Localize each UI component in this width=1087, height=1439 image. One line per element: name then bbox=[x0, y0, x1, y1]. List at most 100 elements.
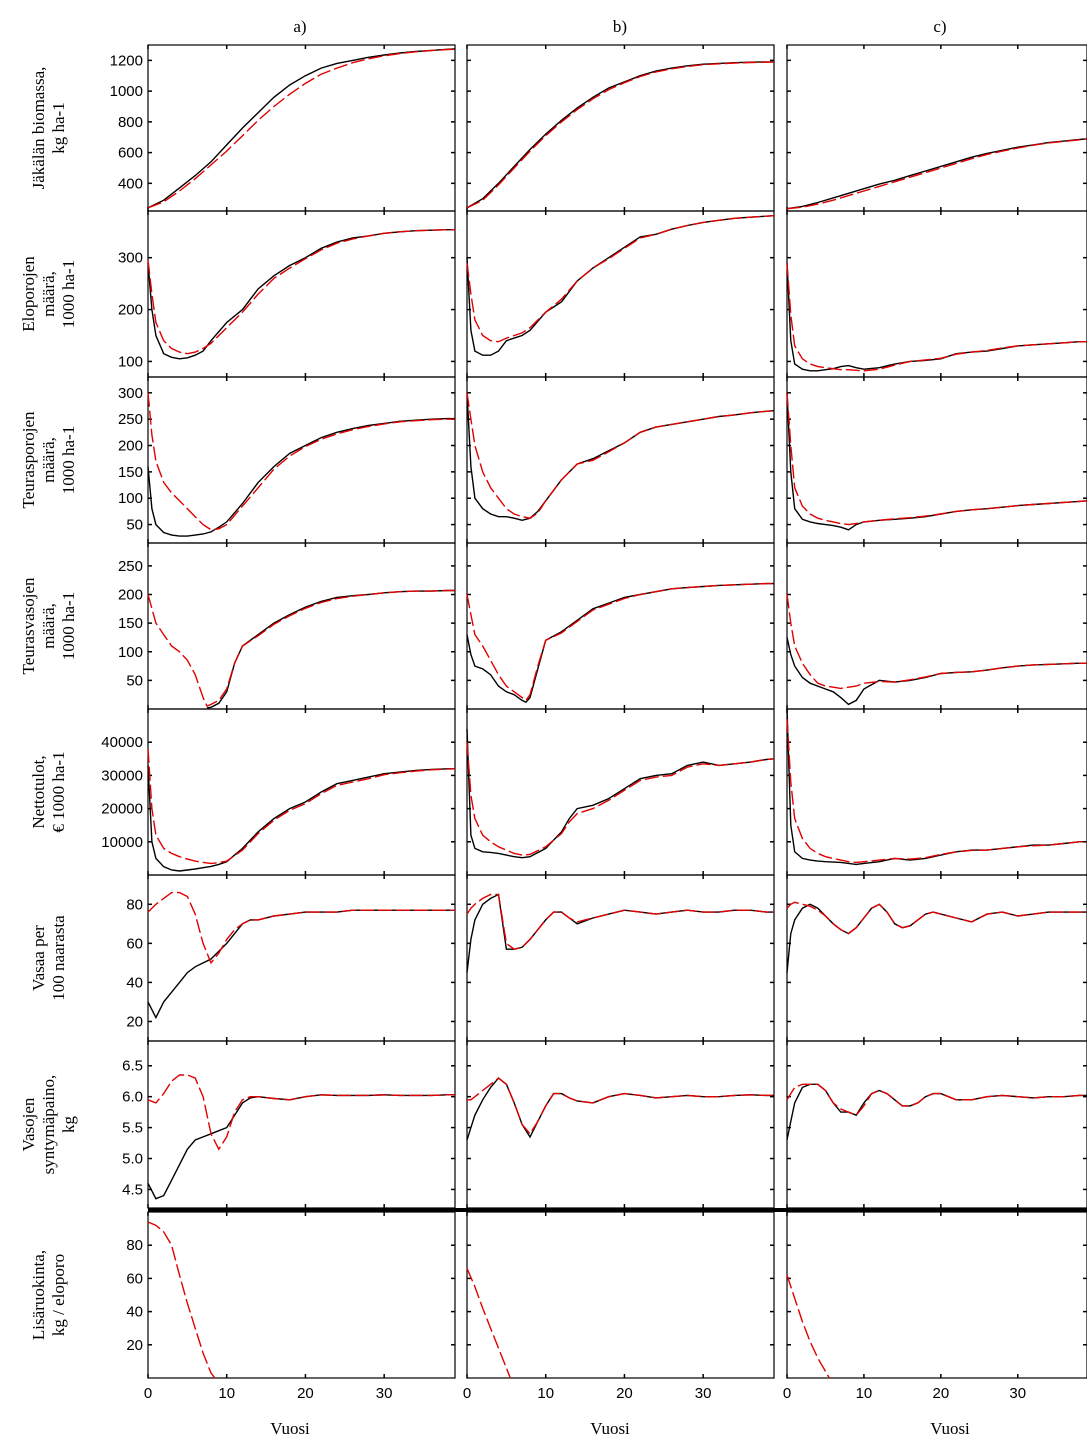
panel-frame-r1-c2 bbox=[786, 210, 1087, 378]
x-tick-label-c0-30: 30 bbox=[376, 1385, 393, 1402]
series-red-r1-c1 bbox=[466, 215, 775, 343]
series-black-r4-c2 bbox=[786, 708, 1087, 866]
row-5-ylabel-line-0: Vasaa per bbox=[29, 925, 48, 991]
panel-r3-c0: 50 100 150 200 250 bbox=[118, 542, 456, 710]
y-tick-label-r2-200: 200 bbox=[118, 438, 143, 455]
row-2-ylabel-line-2: 1000 ha-1 bbox=[59, 426, 78, 494]
y-tick-label-r7-60: 60 bbox=[126, 1270, 143, 1287]
panel-frame-r6-c2 bbox=[786, 1040, 1087, 1209]
row-separator-bar bbox=[148, 1208, 1087, 1212]
series-red-r6-c0 bbox=[147, 1074, 455, 1151]
row-6-ylabel-line-0: Vasojen bbox=[19, 1097, 38, 1151]
series-red-r2-c0 bbox=[147, 392, 455, 531]
y-tick-label-r3-150: 150 bbox=[118, 615, 143, 632]
series-red-r5-c2 bbox=[786, 901, 1087, 935]
panel-r2-c0: 50 100 150 200 250 300 bbox=[118, 376, 456, 544]
y-tick-label-r6-5: 5.0 bbox=[122, 1151, 143, 1168]
panel-r3-c1 bbox=[466, 542, 775, 710]
panel-r5-c1 bbox=[466, 874, 775, 1042]
y-tick-label-r7-20: 20 bbox=[126, 1337, 143, 1354]
series-black-r3-c0 bbox=[206, 589, 455, 709]
panel-frame-r6-c1 bbox=[466, 1040, 775, 1209]
y-tick-label-r5-60: 60 bbox=[126, 935, 143, 952]
series-red-r3-c0 bbox=[147, 589, 455, 708]
y-tick-label-r6-5.5: 5.5 bbox=[122, 1120, 143, 1137]
series-black-r2-c0 bbox=[147, 417, 455, 537]
panel-frame-r7-c2 bbox=[786, 1211, 1087, 1379]
series-black-r1-c0 bbox=[147, 229, 455, 360]
y-tick-label-r4-40000: 40000 bbox=[101, 734, 143, 751]
series-black-r0-c2 bbox=[786, 138, 1087, 210]
panel-r5-c0: 20 40 60 80 bbox=[126, 874, 456, 1042]
row-5-ylabel-line-1: 100 naarasta bbox=[49, 915, 68, 1001]
panel-r3-c2 bbox=[786, 542, 1087, 710]
panel-frame-r5-c2 bbox=[786, 874, 1087, 1042]
row-7-ylabel-line-0: Lisäruokinta, bbox=[29, 1250, 48, 1340]
x-axis-label-a: Vuosi bbox=[270, 1419, 310, 1438]
y-tick-label-r5-20: 20 bbox=[126, 1013, 143, 1030]
series-red-r5-c0 bbox=[147, 891, 455, 965]
panel-r5-c2 bbox=[786, 874, 1087, 1042]
panel-frame-r3-c0 bbox=[147, 542, 456, 710]
y-tick-label-r4-20000: 20000 bbox=[101, 801, 143, 818]
y-tick-label-r1-300: 300 bbox=[118, 250, 143, 267]
row-1-ylabel-line-1: määrä, bbox=[39, 271, 58, 317]
series-red-r6-c1 bbox=[467, 1077, 774, 1135]
row-3-ylabel-line-0: Teurasvasojen bbox=[19, 577, 38, 674]
panel-frame-r0-c0 bbox=[147, 44, 456, 212]
series-red-r1-c0 bbox=[147, 229, 455, 355]
y-tick-label-r2-250: 250 bbox=[118, 411, 143, 428]
x-tick-label-c1-20: 20 bbox=[616, 1385, 633, 1402]
y-tick-label-r0-1200: 1200 bbox=[110, 52, 143, 69]
panel-frame-r0-c1 bbox=[466, 44, 775, 212]
x-tick-label-c2-0: 0 bbox=[783, 1385, 791, 1402]
panel-r0-c0: 400 600 800 1000 1200 bbox=[110, 44, 456, 212]
row-0-ylabel-line-0: Jäkälän biomassa, bbox=[29, 67, 48, 190]
panel-frame-r4-c0 bbox=[147, 708, 456, 876]
series-black-r3-c1 bbox=[466, 582, 774, 703]
y-tick-label-r0-600: 600 bbox=[118, 145, 143, 162]
series-red-r7-c1 bbox=[466, 1268, 511, 1379]
panel-r7-c1: 0 10 20 30 bbox=[463, 1211, 775, 1402]
column-title-b: b) bbox=[613, 17, 627, 36]
panel-r1-c2 bbox=[786, 210, 1087, 378]
y-tick-label-r0-1000: 1000 bbox=[110, 83, 143, 100]
y-tick-label-r4-30000: 30000 bbox=[101, 767, 143, 784]
y-tick-label-r0-400: 400 bbox=[118, 175, 143, 192]
series-red-r0-c2 bbox=[786, 138, 1087, 210]
series-red-r0-c1 bbox=[466, 61, 775, 209]
panel-r4-c2 bbox=[786, 708, 1087, 876]
y-tick-label-r3-200: 200 bbox=[118, 587, 143, 604]
panel-frame-r7-c1 bbox=[466, 1211, 775, 1379]
row-4-ylabel-line-0: Nettotulot, bbox=[29, 755, 48, 828]
series-black-r6-c0 bbox=[147, 1094, 455, 1200]
panel-r2-c1 bbox=[466, 376, 775, 544]
series-black-r4-c0 bbox=[147, 765, 455, 872]
series-black-r2-c2 bbox=[786, 392, 1087, 531]
y-tick-label-r3-50: 50 bbox=[126, 672, 143, 689]
panels-layer: Jäkälän biomassa, kg ha-14006008001000120… bbox=[19, 44, 1087, 1402]
x-tick-label-c0-10: 10 bbox=[218, 1385, 235, 1402]
y-tick-label-r6-6: 6.0 bbox=[122, 1089, 143, 1106]
row-3-ylabel-line-1: määrä, bbox=[39, 603, 58, 649]
y-tick-label-r1-100: 100 bbox=[118, 353, 143, 370]
panel-frame-r6-c0 bbox=[147, 1040, 456, 1209]
series-black-r5-c2 bbox=[786, 903, 1087, 973]
row-2-ylabel-line-0: Teurasporojen bbox=[19, 411, 38, 508]
y-tick-label-r5-40: 40 bbox=[126, 974, 143, 991]
panel-frame-r5-c0 bbox=[147, 874, 456, 1042]
x-tick-label-c1-10: 10 bbox=[537, 1385, 554, 1402]
series-black-r1-c2 bbox=[786, 262, 1087, 372]
panel-r4-c1 bbox=[466, 708, 775, 876]
x-axis-label-c: Vuosi bbox=[930, 1419, 970, 1438]
series-red-r3-c2 bbox=[786, 594, 1087, 690]
series-red-r4-c0 bbox=[147, 748, 456, 865]
panel-r4-c0: 10000 20000 30000 40000 bbox=[101, 708, 456, 876]
series-black-r2-c1 bbox=[466, 392, 775, 522]
y-tick-label-r7-40: 40 bbox=[126, 1304, 143, 1321]
y-tick-label-r0-800: 800 bbox=[118, 114, 143, 131]
y-tick-label-r2-150: 150 bbox=[118, 464, 143, 481]
series-black-r6-c2 bbox=[786, 1083, 1087, 1141]
column-titles: a) b) c) bbox=[293, 17, 946, 36]
